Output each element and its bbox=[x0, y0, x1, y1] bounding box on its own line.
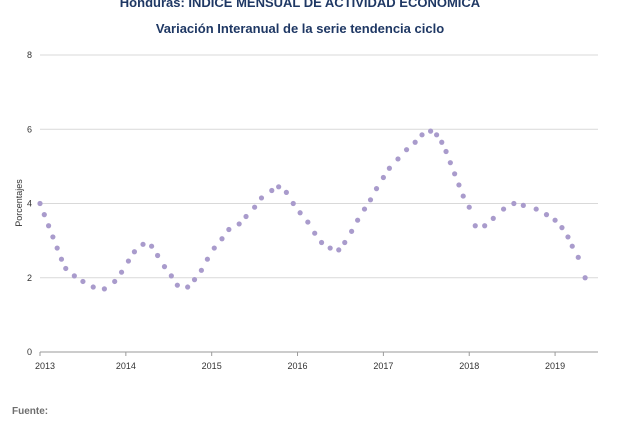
data-point bbox=[118, 269, 125, 275]
y-axis-label: Porcentajes bbox=[14, 179, 24, 227]
data-point bbox=[168, 273, 174, 279]
data-point bbox=[140, 241, 146, 247]
x-tick-label: 2014 bbox=[116, 361, 136, 371]
data-point bbox=[386, 165, 392, 171]
data-point bbox=[283, 189, 289, 195]
data-point bbox=[380, 174, 386, 181]
data-point bbox=[63, 265, 69, 272]
data-point bbox=[276, 184, 282, 190]
data-point bbox=[419, 132, 425, 138]
source-label: Fuente: bbox=[12, 406, 49, 417]
data-point bbox=[569, 243, 575, 249]
data-point bbox=[50, 234, 56, 240]
data-point bbox=[101, 286, 107, 292]
data-point bbox=[533, 206, 539, 212]
data-point bbox=[131, 249, 138, 255]
data-point bbox=[565, 234, 571, 240]
data-point bbox=[155, 252, 161, 259]
data-point bbox=[575, 254, 581, 260]
data-point bbox=[355, 217, 361, 223]
data-point bbox=[447, 160, 453, 166]
data-point bbox=[204, 256, 210, 262]
data-point bbox=[58, 256, 65, 262]
data-point bbox=[373, 186, 380, 192]
data-point bbox=[439, 139, 445, 145]
data-point bbox=[54, 245, 60, 251]
data-point bbox=[191, 277, 198, 283]
x-axis-ticks: 2013 2014 2015 2016 2017 2018 2019 bbox=[35, 352, 565, 371]
data-point bbox=[472, 223, 478, 229]
x-tick-label: 2015 bbox=[202, 361, 222, 371]
data-point bbox=[361, 206, 368, 212]
data-point bbox=[336, 247, 342, 253]
data-point bbox=[312, 230, 318, 236]
data-point bbox=[395, 156, 401, 162]
x-tick-label: 2017 bbox=[373, 361, 393, 371]
chart-subtitle: Variación Interanual de la serie tendenc… bbox=[156, 21, 444, 36]
gridlines bbox=[40, 54, 598, 279]
data-point bbox=[367, 197, 374, 203]
data-point bbox=[349, 228, 355, 234]
x-tick-label: 2016 bbox=[288, 361, 308, 371]
data-point bbox=[543, 212, 550, 218]
data-point bbox=[269, 187, 275, 194]
y-tick-label: 8 bbox=[27, 50, 32, 60]
data-point bbox=[511, 200, 517, 207]
data-point bbox=[112, 278, 118, 285]
y-tick-label: 0 bbox=[27, 347, 32, 357]
data-point bbox=[198, 267, 204, 273]
x-tick-label: 2019 bbox=[545, 361, 565, 371]
data-point bbox=[582, 275, 588, 281]
data-point bbox=[412, 139, 418, 145]
data-point bbox=[290, 200, 296, 207]
data-point bbox=[258, 195, 265, 201]
data-point bbox=[500, 206, 507, 212]
data-point bbox=[90, 284, 96, 290]
data-point bbox=[318, 239, 325, 246]
y-tick-label: 2 bbox=[27, 273, 32, 283]
data-points bbox=[37, 128, 588, 292]
data-point bbox=[452, 171, 458, 177]
data-point bbox=[434, 132, 440, 138]
data-point bbox=[125, 258, 132, 264]
data-point bbox=[45, 223, 52, 229]
y-tick-label: 4 bbox=[27, 199, 32, 209]
data-point bbox=[428, 128, 434, 134]
data-point bbox=[236, 221, 242, 227]
data-point bbox=[342, 239, 348, 246]
data-point bbox=[219, 236, 225, 242]
data-point bbox=[226, 226, 232, 233]
data-point bbox=[443, 148, 449, 155]
data-point bbox=[185, 284, 191, 290]
data-point bbox=[460, 193, 466, 199]
x-tick-label: 2013 bbox=[35, 361, 55, 371]
y-tick-label: 6 bbox=[27, 124, 32, 134]
data-point bbox=[174, 282, 180, 288]
y-axis-ticks: 0 2 4 6 8 bbox=[27, 50, 32, 357]
data-point bbox=[37, 200, 43, 207]
data-point bbox=[559, 225, 565, 231]
data-point bbox=[243, 213, 249, 220]
x-tick-label: 2018 bbox=[459, 361, 479, 371]
data-point bbox=[297, 210, 303, 216]
data-point bbox=[520, 202, 526, 208]
data-point bbox=[80, 278, 86, 285]
data-point bbox=[41, 212, 47, 218]
data-point bbox=[161, 264, 168, 270]
data-point bbox=[466, 204, 472, 210]
data-point bbox=[327, 245, 333, 251]
data-point bbox=[252, 204, 258, 210]
data-point bbox=[403, 147, 410, 153]
data-point bbox=[456, 182, 462, 188]
chart-title: Honduras: ÍNDICE MENSUAL DE ACTIVIDAD EC… bbox=[120, 0, 481, 10]
data-point bbox=[552, 217, 558, 223]
data-point bbox=[211, 245, 217, 251]
data-point bbox=[482, 223, 488, 229]
data-point bbox=[305, 219, 311, 225]
data-point bbox=[71, 273, 77, 279]
data-point bbox=[149, 243, 155, 249]
data-point bbox=[490, 215, 496, 221]
